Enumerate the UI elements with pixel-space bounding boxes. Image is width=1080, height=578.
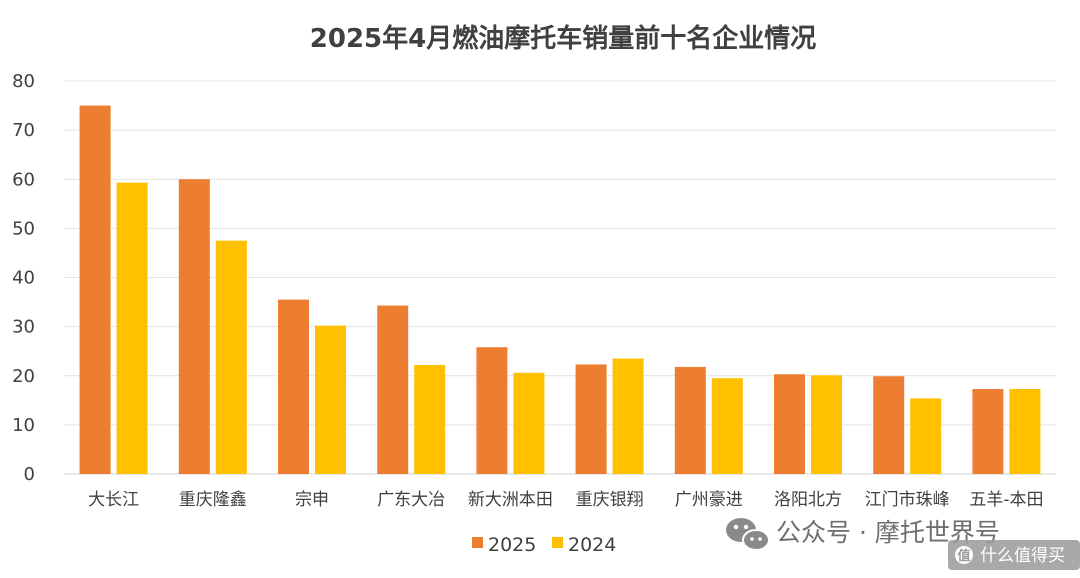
- watermark-badge: [948, 540, 1080, 570]
- y-axis-ticks: 0 10 20 30 40 50 60 70 80: [12, 71, 35, 485]
- y-tick-label: 60: [12, 169, 35, 190]
- y-tick-label: 0: [24, 464, 35, 485]
- wechat-icon: [726, 518, 770, 551]
- x-tick-label: 新大洲本田: [468, 490, 553, 510]
- x-tick-label: 重庆银翔: [576, 490, 644, 510]
- x-tick-label: 江门市珠峰: [865, 490, 950, 510]
- bars: [79, 105, 1041, 474]
- bar-2025: [476, 347, 508, 474]
- zhi-icon: [955, 546, 973, 564]
- bar-2025: [79, 105, 111, 474]
- legend-label: 2024: [568, 534, 616, 556]
- bar-2024: [811, 375, 842, 474]
- y-tick-label: 70: [12, 120, 35, 141]
- y-tick-label: 30: [12, 317, 35, 338]
- bar-2024: [1009, 389, 1041, 474]
- x-tick-label: 广州豪进: [675, 489, 743, 510]
- bar-2025: [278, 299, 309, 474]
- watermark-sub-text: 什么值得买: [980, 546, 1065, 566]
- y-tick-label: 50: [12, 218, 35, 239]
- x-tick-label: 五羊-本田: [969, 490, 1043, 510]
- legend-swatch: [552, 537, 563, 548]
- bar-2025: [774, 374, 805, 474]
- zhi-icon-glyph: 值: [957, 548, 970, 564]
- bar-2024: [910, 398, 942, 474]
- x-tick-label: 重庆隆鑫: [179, 490, 247, 510]
- bar-2024: [315, 325, 346, 474]
- legend-swatch: [472, 537, 483, 548]
- bar-2024: [116, 182, 148, 474]
- y-tick-label: 20: [12, 366, 35, 387]
- bar-2024: [513, 372, 545, 474]
- x-tick-label: 广东大冶: [377, 490, 445, 510]
- bar-2024: [612, 358, 644, 474]
- y-tick-label: 40: [12, 268, 35, 289]
- bar-2024: [711, 378, 743, 474]
- bar-2025: [377, 305, 409, 474]
- bar-2025: [873, 376, 905, 474]
- x-tick-label: 大长江: [88, 490, 139, 510]
- legend: 2025 2024: [472, 534, 616, 556]
- y-tick-label: 80: [12, 71, 35, 92]
- bar-2025: [178, 179, 210, 474]
- bar-2025: [575, 364, 607, 474]
- y-tick-label: 10: [12, 415, 35, 436]
- bar-2025: [674, 366, 706, 474]
- chart-title: 2025年4月燃油摩托车销量前十名企业情况: [310, 23, 816, 54]
- bar-2024: [414, 364, 446, 474]
- x-tick-label: 宗申: [295, 490, 329, 510]
- bar-2024: [215, 240, 247, 474]
- legend-label: 2025: [488, 534, 536, 556]
- bar-2025: [972, 389, 1004, 474]
- x-tick-label: 洛阳北方: [774, 490, 842, 510]
- watermark: 公众号 · 摩托世界号 值 什么值得买: [726, 518, 1080, 570]
- x-axis-labels: 大长江 重庆隆鑫 宗申 广东大冶 新大洲本田 重庆银翔 广州豪进 洛阳北方 江门市珠峰 五羊-本田: [88, 489, 1043, 510]
